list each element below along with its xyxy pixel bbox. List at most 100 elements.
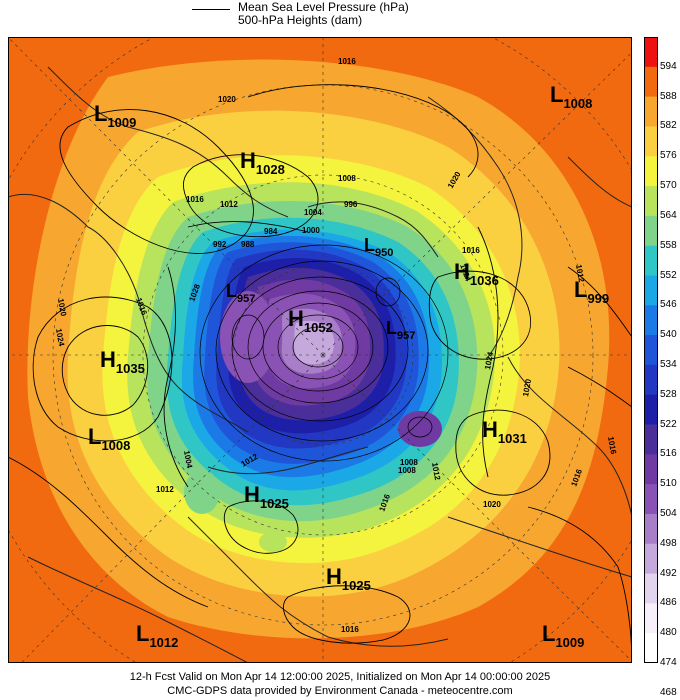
green-pocket-sw <box>184 470 220 514</box>
colorbar-tick-label: 570 <box>660 180 677 191</box>
pressure-center: L999 <box>574 277 609 306</box>
colorbar-tick-label: 486 <box>660 597 677 609</box>
pressure-center: L1012 <box>136 621 178 650</box>
colorbar-swatch <box>644 633 658 663</box>
colorbar-tick-label: 546 <box>660 299 677 311</box>
colorbar-swatch <box>644 215 658 247</box>
colorbar-swatch <box>644 335 658 366</box>
pressure-center: L950 <box>364 235 393 259</box>
contour-label: 1016 <box>341 625 359 634</box>
pressure-center: L1008 <box>550 82 592 111</box>
colorbar-tick-label: 534 <box>660 358 677 370</box>
pressure-center: H1052 <box>288 306 333 335</box>
map-legend: Mean Sea Level Pressure (hPa) 500-hPa He… <box>192 0 492 32</box>
low-cell-east <box>398 411 442 447</box>
pressure-centers: L1009 H1028 L1008 H1036 L999 H1035 L1008… <box>88 82 609 650</box>
colorbar-tick-label: 480 <box>660 627 677 639</box>
contour-label: 1020 <box>483 500 501 509</box>
pressure-center: L1009 <box>94 101 136 130</box>
colorbar-swatch <box>644 573 658 604</box>
contour-label: 984 <box>264 227 278 236</box>
pressure-center: L1008 <box>88 424 130 453</box>
contour-label: 1012 <box>430 462 442 482</box>
colorbar-tick-label: 582 <box>660 120 677 132</box>
colorbar-swatch <box>644 156 658 187</box>
contour-label: 1004 <box>304 208 322 217</box>
band-492 <box>294 320 335 365</box>
data-credit-text: CMC-GDPS data provided by Environment Ca… <box>167 685 513 697</box>
colorbar-tick-label: 594 <box>660 60 677 72</box>
contour-label: 1004 <box>182 450 194 470</box>
pressure-center: L957 <box>226 281 255 305</box>
weather-map: 1016 1020 1016 1012 1008 1004 1000 996 9… <box>8 37 632 663</box>
contour-labels: 1016 1020 1016 1012 1008 1004 1000 996 9… <box>54 57 618 634</box>
contour-label: 992 <box>213 240 227 249</box>
colorbar-swatch <box>644 96 658 127</box>
pressure-center: L1009 <box>542 621 584 650</box>
colorbar-tick-label: 540 <box>660 329 677 341</box>
colorbar-swatch <box>644 424 658 455</box>
contour-label: 1008 <box>400 458 418 467</box>
colorbar-swatch <box>644 186 658 217</box>
colorbar-frame <box>644 37 658 663</box>
contour-label: 1012 <box>220 200 238 209</box>
pressure-center: H1031 <box>482 417 527 446</box>
forecast-valid-text: 12-h Fcst Valid on Mon Apr 14 12:00:00 2… <box>129 671 551 683</box>
colorbar-swatch <box>644 484 658 515</box>
colorbar-tick-label: 510 <box>660 478 677 490</box>
green-pocket-s <box>259 532 287 552</box>
colorbar-labels: 594 588 582 576 570 564 558 552 546 540 534 528 522 5… <box>660 37 680 698</box>
colorbar-tick-label: 576 <box>660 150 677 162</box>
contour-label: 1020 <box>521 378 533 398</box>
colorbar <box>644 37 658 663</box>
colorbar-tick-label: 528 <box>660 388 677 400</box>
colorbar-tick-label: 552 <box>660 269 677 281</box>
graticule <box>8 37 632 663</box>
contour-label: 1012 <box>156 485 174 494</box>
colorbar-swatch <box>644 603 658 634</box>
colorbar-tick-label: 564 <box>660 209 677 221</box>
colorbar-tick-label: 516 <box>660 448 677 460</box>
pressure-center: H1025 <box>244 482 289 511</box>
colorbar-swatch <box>644 543 658 575</box>
contour-label: 1008 <box>398 466 416 475</box>
colorbar-tick-label: 498 <box>660 537 677 549</box>
pressure-center: L957 <box>386 318 415 342</box>
colorbar-tick-label: 492 <box>660 567 677 579</box>
pressure-center: H1036 <box>454 259 499 288</box>
contour-label: 1016 <box>606 436 618 456</box>
colorbar-tick-label: 522 <box>660 418 677 430</box>
low-cell-west <box>220 291 276 383</box>
contour-label: 1000 <box>302 226 320 235</box>
colorbar-swatch <box>644 66 658 98</box>
isobars <box>8 84 632 663</box>
contour-label: 996 <box>344 200 358 209</box>
colorbar-swatch <box>644 394 658 426</box>
map-frame <box>8 37 632 663</box>
contour-label: 1012 <box>574 264 586 284</box>
contour-label: 1016 <box>338 57 356 66</box>
pressure-center: H1035 <box>100 347 145 376</box>
colorbar-tick-label: 504 <box>660 508 677 519</box>
colorbar-tick-label: 474 <box>660 657 677 668</box>
colorbar-swatch <box>644 513 658 545</box>
legend-heights-label: 500-hPa Heights (dam) <box>238 13 363 27</box>
legend-pressure-label: Mean Sea Level Pressure (hPa) <box>238 0 409 14</box>
contour-label: 1020 <box>218 95 236 104</box>
contour-label: 1024 <box>483 351 495 371</box>
polar-isobars <box>199 244 449 462</box>
colorbar-swatch <box>644 364 658 396</box>
colorbar-tick-label: 558 <box>660 239 677 251</box>
contour-label: 1008 <box>338 174 356 183</box>
contour-label: 1024 <box>54 328 66 348</box>
contour-label: 1016 <box>186 195 204 204</box>
colorbar-swatch <box>644 245 658 276</box>
colorbar-swatch <box>644 454 658 485</box>
contour-label: 1020 <box>56 298 68 318</box>
colorbar-tick-label: 588 <box>660 90 677 102</box>
colorbar-swatch <box>644 37 658 68</box>
pressure-center: H1028 <box>240 148 285 177</box>
colorbar-swatch <box>644 275 658 306</box>
isobar-line-sample <box>192 9 230 10</box>
colorbar-swatch <box>644 305 658 336</box>
